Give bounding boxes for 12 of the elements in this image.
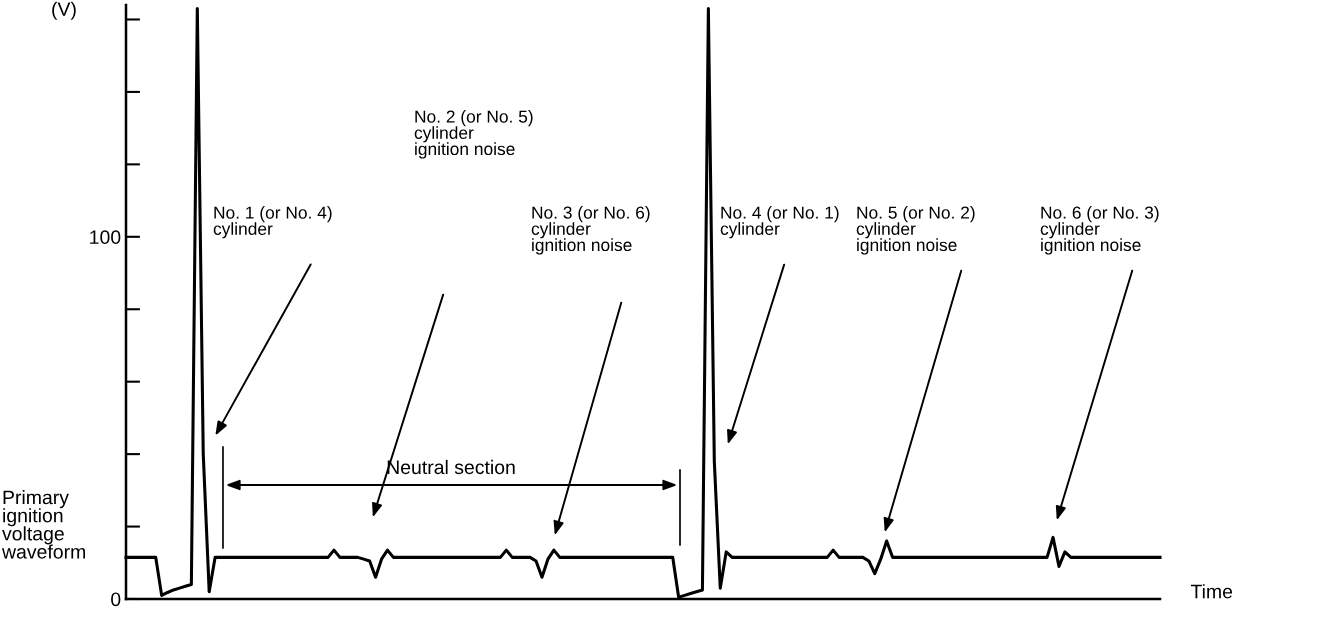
x-axis-title: Time (1190, 584, 1233, 599)
annotation: No. 5 (or No. 2) cylinder ignition noise (856, 206, 975, 255)
annotation: No. 3 (or No. 6) cylinder ignition noise (531, 206, 650, 255)
y-tick-label: 100 (90, 230, 121, 245)
line-series (124, 7, 1162, 599)
text: Primary ignition voltage waveform (1, 490, 85, 559)
annotation: No. 6 (or No. 3) cylinder ignition noise (1040, 206, 1159, 255)
annotation: No. 2 (or No. 5) cylinder ignition noise (414, 110, 533, 159)
y-axis-title: (V) (52, 1, 76, 20)
y-tick-label: 0 (111, 592, 121, 607)
annotation: No. 1 (or No. 4) cylinder (213, 206, 332, 239)
annotation: No. 4 (or No. 1) cylinder (720, 206, 839, 239)
